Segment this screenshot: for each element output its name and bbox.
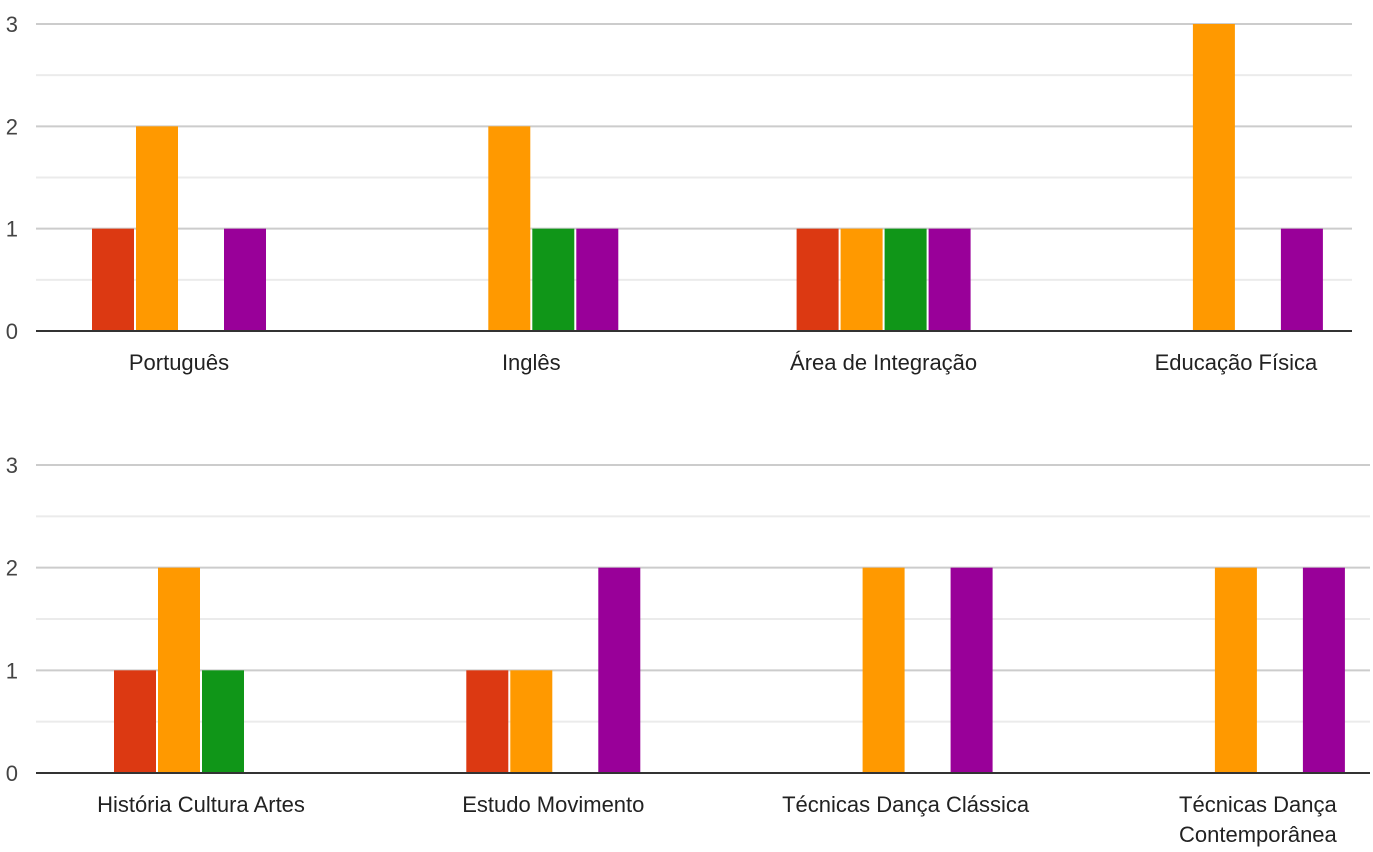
bar[interactable] bbox=[224, 228, 266, 331]
bar[interactable] bbox=[158, 567, 200, 773]
bar[interactable] bbox=[950, 567, 993, 773]
bar[interactable] bbox=[1280, 228, 1323, 331]
y-tick-label: 3 bbox=[6, 453, 18, 478]
bar[interactable] bbox=[1302, 567, 1345, 773]
bar[interactable] bbox=[1192, 24, 1235, 331]
y-tick-label: 2 bbox=[6, 114, 18, 139]
chart-top: 0 1 2 3 Português Inglês Área de Integração Edu… bbox=[6, 12, 1352, 375]
category-label: Técnicas Dança Contemporânea bbox=[1179, 792, 1338, 847]
bar[interactable] bbox=[114, 670, 156, 773]
bar[interactable] bbox=[1214, 567, 1257, 773]
y-tick-label: 2 bbox=[6, 556, 18, 581]
category-label: Português bbox=[129, 350, 229, 375]
category-label: Área de Integração bbox=[790, 350, 977, 375]
category-label: Técnicas Dança Clássica bbox=[782, 792, 1030, 817]
y-tick-label: 1 bbox=[6, 217, 18, 242]
y-tick-label: 0 bbox=[6, 319, 18, 344]
bar[interactable] bbox=[532, 228, 575, 331]
bar[interactable] bbox=[884, 228, 927, 331]
bar[interactable] bbox=[576, 228, 619, 331]
bar[interactable] bbox=[840, 228, 883, 331]
bar[interactable] bbox=[862, 567, 905, 773]
y-tick-label: 1 bbox=[6, 658, 18, 683]
bar[interactable] bbox=[92, 228, 134, 331]
category-label: Inglês bbox=[502, 350, 561, 375]
y-tick-label: 3 bbox=[6, 12, 18, 37]
chart-bottom: 0 1 2 3 História Cultura Artes Estudo Movimen… bbox=[6, 453, 1370, 847]
y-tick-label: 0 bbox=[6, 761, 18, 786]
bar[interactable] bbox=[796, 228, 839, 331]
bar[interactable] bbox=[488, 126, 531, 331]
bar[interactable] bbox=[466, 670, 509, 773]
bar[interactable] bbox=[136, 126, 178, 331]
bar[interactable] bbox=[928, 228, 971, 331]
bar[interactable] bbox=[598, 567, 641, 773]
category-label: Estudo Movimento bbox=[462, 792, 644, 817]
bar[interactable] bbox=[510, 670, 553, 773]
category-label: Educação Física bbox=[1155, 350, 1318, 375]
category-label: História Cultura Artes bbox=[97, 792, 305, 817]
bar[interactable] bbox=[202, 670, 244, 773]
